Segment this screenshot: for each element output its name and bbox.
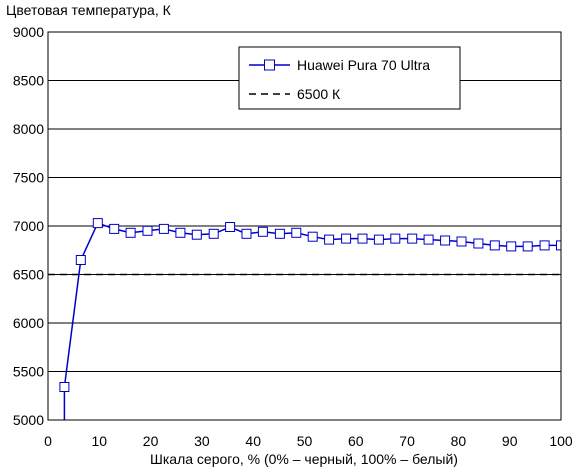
x-tick-label: 70 bbox=[399, 433, 415, 449]
data-point bbox=[357, 233, 368, 244]
y-tick-label: 5000 bbox=[13, 412, 44, 428]
x-tick-label: 60 bbox=[348, 433, 364, 449]
legend: Huawei Pura 70 Ultra 6500 К bbox=[238, 46, 461, 110]
y-axis-tick-labels: 5000 5500 6000 6500 7000 7500 8000 8500 9000 bbox=[13, 24, 44, 428]
x-axis-label: Шкала серого, % (0% – черный, 100% – бел… bbox=[150, 451, 458, 467]
data-point bbox=[208, 228, 219, 239]
data-point bbox=[423, 234, 434, 245]
data-point bbox=[456, 236, 467, 247]
chart-title: Цветовая температура, К bbox=[6, 2, 172, 18]
legend-label-series-2: 6500 К bbox=[297, 86, 341, 102]
series-line-huawei bbox=[63, 222, 561, 420]
data-point bbox=[373, 234, 384, 245]
x-tick-label: 30 bbox=[194, 433, 210, 449]
x-tick-label: 100 bbox=[549, 433, 573, 449]
data-point bbox=[556, 240, 561, 251]
legend-box bbox=[238, 46, 461, 110]
data-point bbox=[473, 238, 484, 249]
y-tick-label: 6500 bbox=[13, 267, 44, 283]
plot-area-border bbox=[47, 31, 562, 421]
data-point bbox=[59, 382, 70, 392]
y-tick-label: 5500 bbox=[13, 364, 44, 380]
data-point bbox=[92, 218, 103, 229]
x-tick-label: 0 bbox=[44, 433, 52, 449]
data-point bbox=[390, 233, 401, 244]
legend-marker-series-1 bbox=[264, 59, 275, 71]
data-point bbox=[506, 241, 517, 252]
data-point bbox=[257, 226, 268, 237]
y-tick-label: 7000 bbox=[13, 218, 44, 234]
data-point bbox=[241, 228, 252, 239]
grid-lines bbox=[48, 80, 561, 372]
data-point bbox=[407, 233, 418, 244]
x-tick-label: 90 bbox=[502, 433, 518, 449]
data-point bbox=[291, 227, 302, 238]
data-point bbox=[175, 227, 186, 238]
data-point bbox=[307, 231, 318, 242]
data-point bbox=[489, 240, 500, 251]
data-point bbox=[191, 229, 202, 240]
data-point bbox=[539, 240, 550, 251]
data-point bbox=[440, 235, 451, 246]
data-point bbox=[274, 228, 285, 239]
data-point bbox=[522, 241, 533, 252]
x-tick-label: 80 bbox=[451, 433, 467, 449]
y-tick-label: 6000 bbox=[13, 315, 44, 331]
data-point bbox=[158, 223, 169, 234]
data-point bbox=[341, 233, 352, 244]
data-point bbox=[109, 223, 120, 234]
y-tick-label: 7500 bbox=[13, 170, 44, 186]
data-point bbox=[125, 227, 136, 238]
y-tick-label: 9000 bbox=[13, 24, 44, 40]
data-point bbox=[225, 222, 236, 232]
data-point bbox=[324, 234, 335, 245]
x-tick-label: 40 bbox=[245, 433, 261, 449]
x-tick-label: 10 bbox=[92, 433, 108, 449]
data-point bbox=[75, 255, 86, 265]
x-axis-tick-labels: 0 10 20 30 40 50 60 70 80 90 100 bbox=[44, 433, 573, 449]
x-tick-label: 20 bbox=[143, 433, 159, 449]
y-tick-label: 8000 bbox=[13, 121, 44, 137]
legend-label-series-1: Huawei Pura 70 Ultra bbox=[297, 57, 430, 73]
x-tick-label: 50 bbox=[297, 433, 313, 449]
y-tick-label: 8500 bbox=[13, 73, 44, 89]
data-point bbox=[142, 225, 153, 236]
series-layer bbox=[48, 218, 561, 420]
